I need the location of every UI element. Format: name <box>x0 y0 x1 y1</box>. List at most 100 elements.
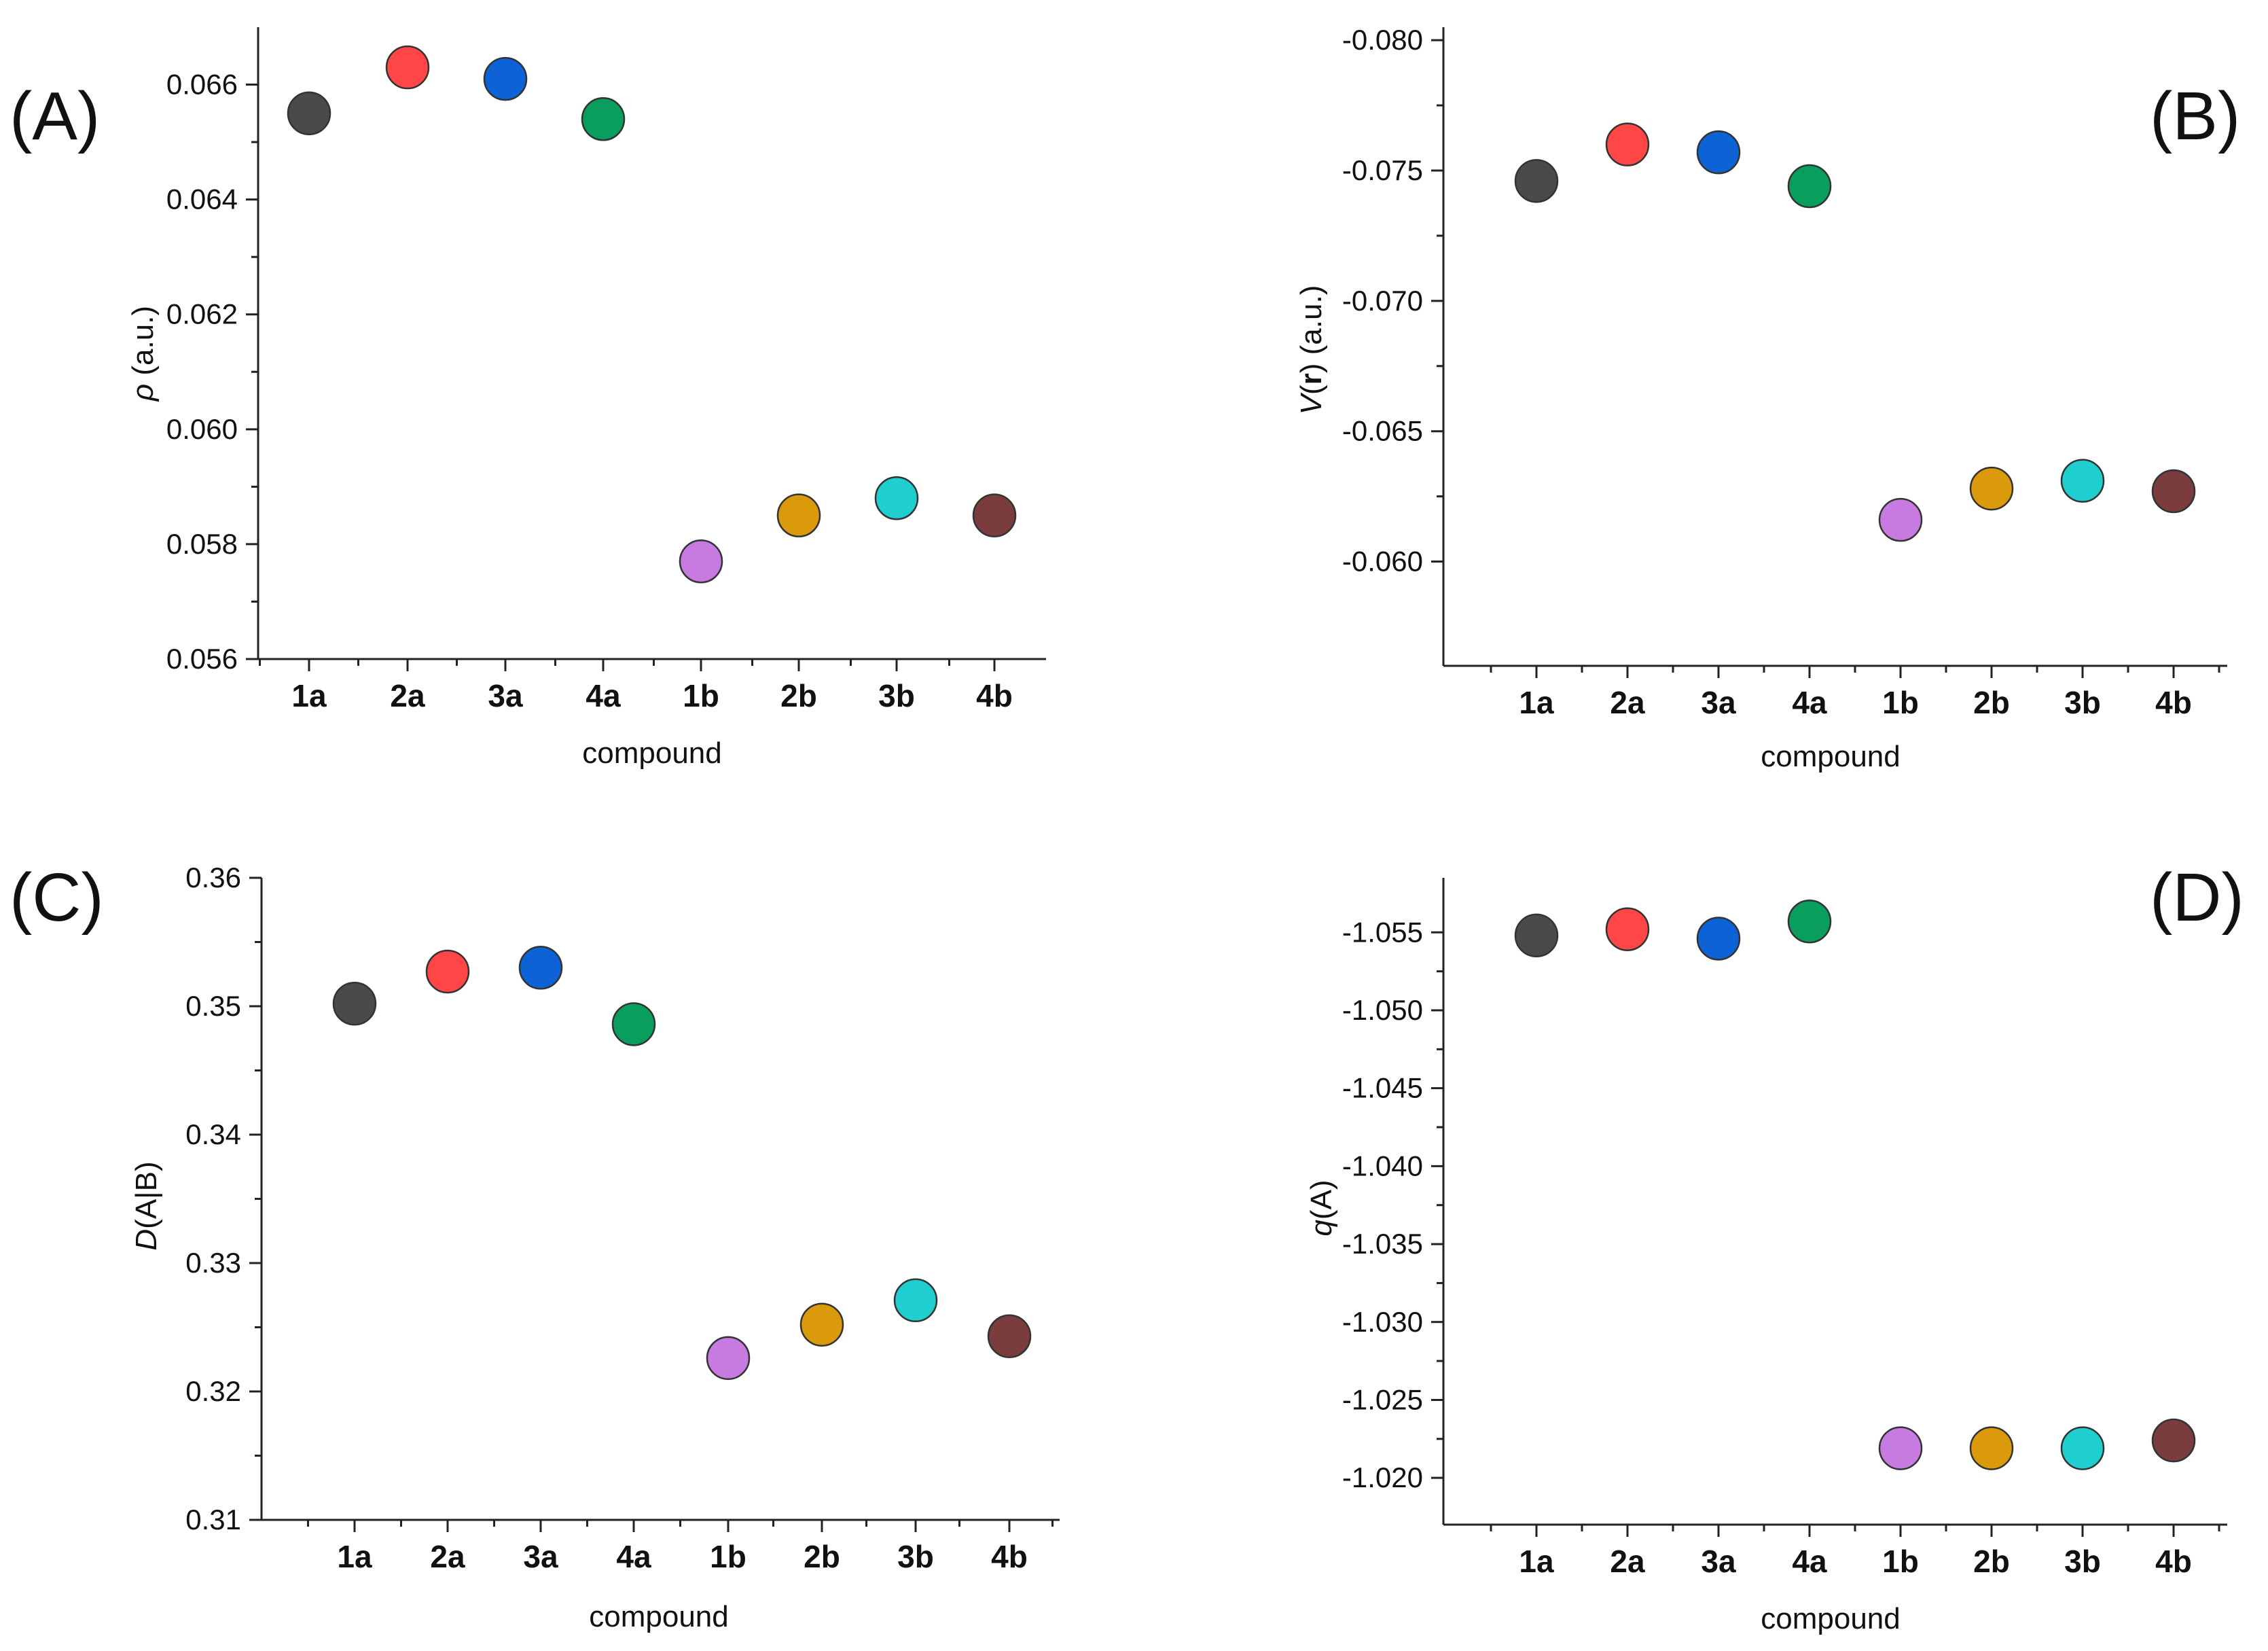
panel-c-y-tick-label: 0.31 <box>185 1504 241 1535</box>
panel-c-point-4a <box>611 1002 656 1046</box>
panel-a-plot-area: 0.056 0.058 0.060 0.062 0.064 0.066 1a 2a 3a 4a 1b… <box>166 27 1046 713</box>
panel-c-x-tick-label: 4a <box>616 1539 651 1574</box>
panel-d-label: (D) <box>2150 859 2244 936</box>
panel-c-point-1a <box>332 981 377 1026</box>
panel-c-label: (C) <box>10 859 104 936</box>
panel-c-point-3b <box>893 1278 938 1323</box>
panel-c-point-3a <box>518 946 563 990</box>
panel-b-x-tick-label: 2a <box>1610 685 1645 720</box>
panel-d-point-3a <box>1696 917 1741 961</box>
panel-d-x-tick-label: 2a <box>1610 1544 1645 1579</box>
panel-a-x-tick-label: 4a <box>586 678 621 713</box>
panel-a: (A) ρ (a.u.) compound 0.0560.0580.0600.0… <box>10 27 1046 770</box>
panel-a-x-tick-label: 1b <box>683 678 719 713</box>
panel-a-x-tick-label: 3a <box>488 678 523 713</box>
panel-b-y-tick-label: -0.080 <box>1342 24 1423 56</box>
panel-a-point-2a <box>385 45 430 90</box>
panel-c-x-tick-label: 1b <box>710 1539 746 1574</box>
panel-d-y-tick-label: -1.045 <box>1342 1072 1423 1104</box>
panel-a-point-1b <box>679 539 723 584</box>
panel-d-point-3b <box>2060 1426 2105 1470</box>
panel-b-x-tick-label: 1a <box>1519 685 1554 720</box>
panel-b-x-tick-label: 1b <box>1882 685 1919 720</box>
panel-c-x-tick-label: 3b <box>897 1539 934 1574</box>
panel-b-y-tick-label: -0.070 <box>1342 285 1423 317</box>
panel-a-point-3a <box>483 56 528 101</box>
panel-a-point-1a <box>287 91 331 136</box>
panel-d-y-tick-label: -1.020 <box>1342 1461 1423 1493</box>
panel-c-y-tick-label: 0.32 <box>185 1375 241 1407</box>
panel-b-x-tick-label: 3a <box>1701 685 1736 720</box>
panel-b-x-tick-label: 4a <box>1792 685 1827 720</box>
panel-a-point-3b <box>874 476 919 520</box>
panel-b-point-1a <box>1514 159 1559 203</box>
panel-d-y-tick-label: -1.050 <box>1342 994 1423 1026</box>
panel-b-y-tick-label: -0.060 <box>1342 546 1423 578</box>
panel-b-point-4a <box>1787 164 1832 209</box>
panel-a-x-tick-label: 4b <box>976 678 1013 713</box>
panel-a-x-tick-label: 1a <box>291 678 327 713</box>
panel-c: (C) D(A|B) compound 0.31 0.32 0.33 0.34 0.35… <box>10 859 1060 1633</box>
panel-c-point-4b <box>987 1314 1032 1358</box>
panel-c-point-2b <box>799 1302 844 1347</box>
panel-a-y-tick-label: 0.066 <box>166 69 238 101</box>
panel-d-point-1b <box>1878 1426 1923 1470</box>
panel-b-x-tick-label: 2b <box>1973 685 2010 720</box>
panel-b-x-tick-label: 4b <box>2155 685 2192 720</box>
panel-c-y-axis-title: D(A|B) <box>130 1161 163 1250</box>
panel-d-x-tick-label: 3a <box>1701 1544 1736 1579</box>
panel-b-point-2b <box>1969 466 2014 511</box>
panel-a-y-tick-label: 0.060 <box>166 413 238 445</box>
panel-b-y-tick-label: -0.075 <box>1342 154 1423 186</box>
panel-b-y-axis-title: V(r) (a.u.) <box>1295 285 1328 415</box>
panel-d-y-tick-label: -1.040 <box>1342 1150 1423 1182</box>
panel-a-point-4b <box>972 493 1017 537</box>
panel-a-x-tick-label: 3b <box>878 678 915 713</box>
panel-b-point-1b <box>1878 497 1923 542</box>
panel-a-x-tick-label: 2b <box>780 678 817 713</box>
panel-a-y-tick-label: 0.058 <box>166 528 238 560</box>
panel-c-point-2a <box>425 949 470 994</box>
panel-d: (D) q(A) compound -1.020 -1.025 -1.030 -1.0… <box>1305 859 2244 1635</box>
panel-d-x-tick-label: 3b <box>2064 1544 2101 1579</box>
panel-c-y-tick-label: 0.33 <box>185 1247 241 1279</box>
panel-a-label: (A) <box>10 78 100 154</box>
panel-d-point-4a <box>1787 899 1832 944</box>
panel-a-point-4a <box>581 97 626 141</box>
panel-a-y-tick-label: 0.062 <box>166 298 238 330</box>
panel-d-y-tick-label: -1.055 <box>1342 916 1423 948</box>
panel-c-y-tick-label: 0.36 <box>185 862 241 893</box>
panel-c-x-axis-title: compound <box>589 1600 728 1633</box>
panel-b-plot-area: -0.060 -0.065 -0.070 -0.075 -0.080 1a 2a 3a 4a 1b… <box>1342 24 2227 720</box>
panel-d-x-tick-label: 4b <box>2155 1544 2192 1579</box>
panel-b-point-4b <box>2151 469 2196 514</box>
panel-c-point-1b <box>706 1336 751 1381</box>
panel-b-label: (B) <box>2150 78 2240 154</box>
panel-a-x-tick-label: 2a <box>390 678 425 713</box>
panel-d-y-tick-label: -1.025 <box>1342 1383 1423 1415</box>
panel-a-point-2b <box>776 493 821 537</box>
panel-d-x-tick-label: 4a <box>1792 1544 1827 1579</box>
panel-d-x-tick-label: 1a <box>1519 1544 1554 1579</box>
panel-b-x-axis-title: compound <box>1761 740 1900 773</box>
panel-d-y-tick-label: -1.035 <box>1342 1228 1423 1260</box>
panel-c-x-tick-label: 1a <box>337 1539 372 1574</box>
panel-d-y-axis-title: q(A) <box>1305 1179 1338 1236</box>
panel-a-y-tick-label: 0.064 <box>166 183 238 215</box>
panel-c-x-tick-label: 3a <box>523 1539 558 1574</box>
panel-b-point-3b <box>2060 459 2105 503</box>
panel-d-point-4b <box>2151 1418 2196 1463</box>
panel-c-x-tick-label: 2a <box>430 1539 465 1574</box>
panel-d-point-2a <box>1605 907 1650 951</box>
panel-a-y-axis-title: ρ (a.u.) <box>126 306 160 402</box>
panel-c-x-tick-label: 4b <box>991 1539 1028 1574</box>
panel-c-y-tick-label: 0.35 <box>185 990 241 1022</box>
panel-d-y-tick-label: -1.030 <box>1342 1306 1423 1338</box>
panel-d-x-axis-title: compound <box>1761 1602 1900 1635</box>
panel-b-point-2a <box>1605 122 1650 166</box>
panel-d-point-1a <box>1514 913 1559 958</box>
panel-b-y-tick-label: -0.065 <box>1342 415 1423 447</box>
panel-d-point-2b <box>1969 1426 2014 1470</box>
panel-a-x-axis-title: compound <box>582 736 721 770</box>
